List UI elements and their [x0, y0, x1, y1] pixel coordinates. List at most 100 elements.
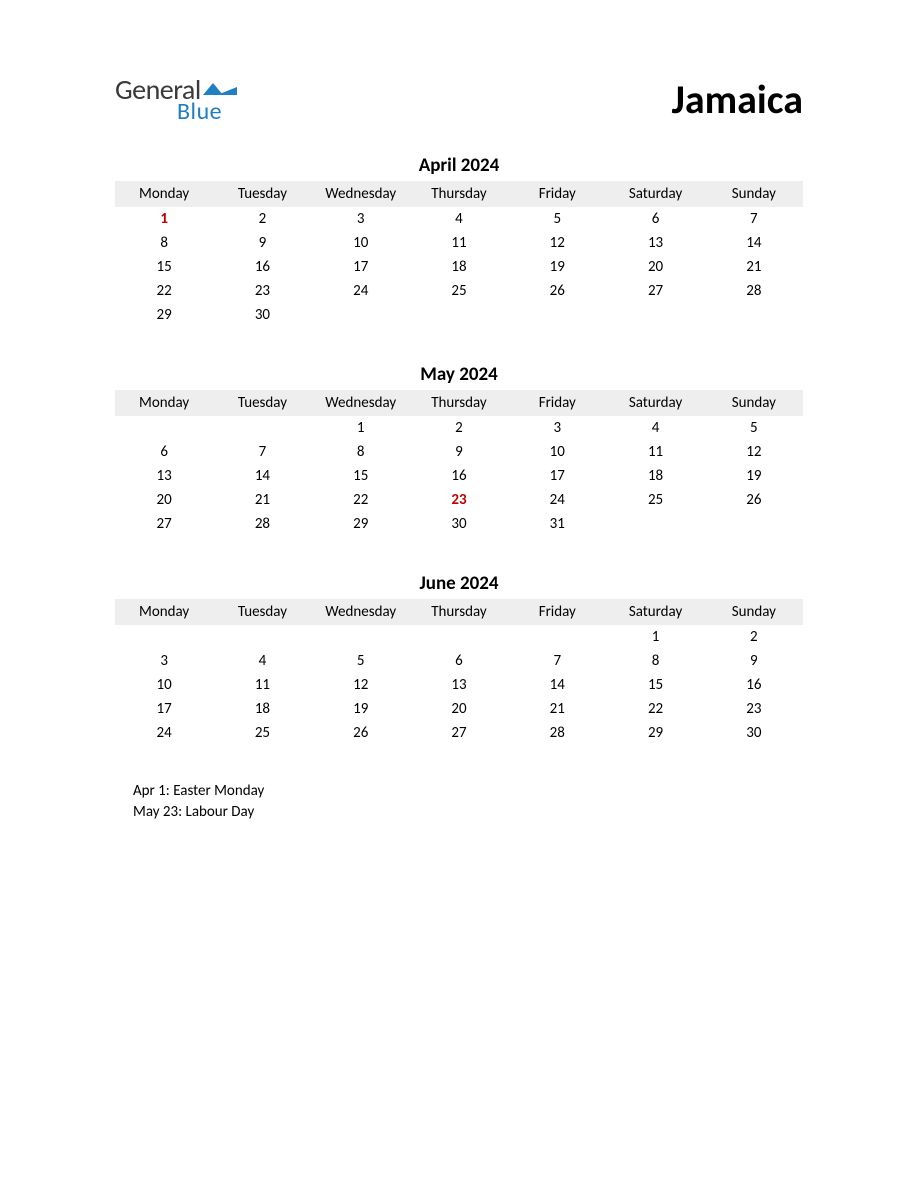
calendar-cell: 2	[213, 207, 311, 231]
calendar-cell	[606, 512, 704, 536]
calendar-cell: 8	[115, 231, 213, 255]
calendar-cell: 30	[213, 303, 311, 327]
calendar-cell: 9	[410, 440, 508, 464]
calendar-cell: 2	[410, 416, 508, 440]
calendar-table: MondayTuesdayWednesdayThursdayFridaySatu…	[115, 181, 803, 327]
calendar-cell: 29	[312, 512, 410, 536]
day-header: Friday	[508, 181, 606, 207]
calendar-cell	[508, 303, 606, 327]
calendar-cell: 18	[213, 697, 311, 721]
calendar-cell: 13	[115, 464, 213, 488]
calendar-row: 12345	[115, 416, 803, 440]
calendar-cell: 19	[705, 464, 803, 488]
calendar-cell: 8	[606, 649, 704, 673]
logo-text-blue: Blue	[177, 100, 237, 124]
calendar-cell: 7	[705, 207, 803, 231]
day-header: Saturday	[606, 599, 704, 625]
calendar-cell: 7	[213, 440, 311, 464]
calendar-cell: 15	[606, 673, 704, 697]
calendar-cell	[705, 303, 803, 327]
calendar-cell: 3	[115, 649, 213, 673]
calendar-row: 24252627282930	[115, 721, 803, 745]
day-header: Monday	[115, 390, 213, 416]
calendar-cell: 26	[705, 488, 803, 512]
calendar-table: MondayTuesdayWednesdayThursdayFridaySatu…	[115, 390, 803, 536]
country-title: Jamaica	[672, 75, 803, 124]
calendar-row: 20212223242526	[115, 488, 803, 512]
month-title: May 2024	[115, 363, 803, 386]
calendar-cell: 27	[115, 512, 213, 536]
holidays-list: Apr 1: Easter MondayMay 23: Labour Day	[115, 781, 803, 823]
calendar-row: 22232425262728	[115, 279, 803, 303]
calendar-cell: 16	[705, 673, 803, 697]
calendar-cell: 22	[606, 697, 704, 721]
calendar-cell: 1	[606, 625, 704, 649]
calendar-cell: 4	[606, 416, 704, 440]
calendar-cell	[410, 625, 508, 649]
calendar-cell: 1	[115, 207, 213, 231]
header: General Blue Jamaica	[115, 75, 803, 124]
day-header: Thursday	[410, 181, 508, 207]
calendar-cell: 23	[410, 488, 508, 512]
calendar-cell: 12	[312, 673, 410, 697]
calendar-cell: 20	[410, 697, 508, 721]
calendar-cell: 12	[508, 231, 606, 255]
calendar-cell: 22	[115, 279, 213, 303]
calendar-cell	[115, 416, 213, 440]
calendar-cell: 14	[508, 673, 606, 697]
calendar-cell: 23	[213, 279, 311, 303]
calendar-cell: 5	[705, 416, 803, 440]
month-block: April 2024MondayTuesdayWednesdayThursday…	[115, 154, 803, 327]
calendar-cell: 24	[115, 721, 213, 745]
calendar-cell: 15	[312, 464, 410, 488]
calendar-cell: 10	[115, 673, 213, 697]
calendar-cell: 27	[606, 279, 704, 303]
holiday-item: Apr 1: Easter Monday	[133, 781, 803, 802]
calendar-row: 13141516171819	[115, 464, 803, 488]
calendar-cell: 3	[508, 416, 606, 440]
calendar-cell: 21	[508, 697, 606, 721]
calendar-row: 10111213141516	[115, 673, 803, 697]
day-header: Sunday	[705, 181, 803, 207]
calendar-cell: 15	[115, 255, 213, 279]
calendar-cell: 16	[410, 464, 508, 488]
calendar-cell	[213, 416, 311, 440]
calendar-cell: 26	[312, 721, 410, 745]
calendar-cell	[312, 303, 410, 327]
calendar-row: 2728293031	[115, 512, 803, 536]
calendar-cell: 13	[410, 673, 508, 697]
calendar-row: 3456789	[115, 649, 803, 673]
calendar-cell: 18	[606, 464, 704, 488]
calendar-cell: 29	[115, 303, 213, 327]
day-header: Sunday	[705, 390, 803, 416]
calendar-cell: 9	[213, 231, 311, 255]
holiday-item: May 23: Labour Day	[133, 802, 803, 823]
calendar-cell: 6	[115, 440, 213, 464]
calendar-cell: 1	[312, 416, 410, 440]
calendar-cell: 10	[312, 231, 410, 255]
calendar-cell: 20	[606, 255, 704, 279]
calendar-cell: 25	[606, 488, 704, 512]
calendar-cell: 31	[508, 512, 606, 536]
calendar-cell: 17	[312, 255, 410, 279]
calendar-cell: 9	[705, 649, 803, 673]
day-header: Tuesday	[213, 599, 311, 625]
calendar-cell: 4	[410, 207, 508, 231]
calendar-cell: 5	[312, 649, 410, 673]
calendar-row: 6789101112	[115, 440, 803, 464]
calendar-cell: 11	[213, 673, 311, 697]
calendar-cell: 24	[508, 488, 606, 512]
month-block: June 2024MondayTuesdayWednesdayThursdayF…	[115, 572, 803, 745]
calendar-cell: 8	[312, 440, 410, 464]
day-header: Wednesday	[312, 181, 410, 207]
calendar-cell: 20	[115, 488, 213, 512]
calendar-cell: 17	[508, 464, 606, 488]
day-header: Tuesday	[213, 181, 311, 207]
month-block: May 2024 MondayTuesdayWednesdayThursdayFr…	[115, 363, 803, 536]
day-header: Monday	[115, 599, 213, 625]
calendar-cell: 5	[508, 207, 606, 231]
day-header: Friday	[508, 599, 606, 625]
calendar-cell: 6	[410, 649, 508, 673]
day-header: Thursday	[410, 599, 508, 625]
calendar-row: 17181920212223	[115, 697, 803, 721]
